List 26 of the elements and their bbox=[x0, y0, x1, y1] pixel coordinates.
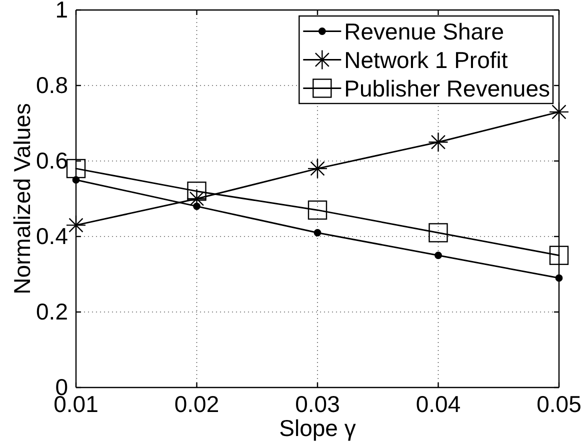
x-tick-label: 0.02 bbox=[174, 390, 220, 417]
x-tick-label: 0.03 bbox=[295, 390, 340, 417]
y-tick-label: 1 bbox=[55, 0, 68, 22]
x-axis-title: Slope γ bbox=[279, 415, 356, 441]
x-tick-label: 0.05 bbox=[536, 390, 582, 417]
y-tick-label: 0.4 bbox=[36, 222, 68, 249]
x-tick-label: 0.04 bbox=[416, 390, 461, 417]
point bbox=[66, 158, 86, 178]
point bbox=[66, 215, 86, 236]
legend-label: Publisher Revenues bbox=[344, 75, 550, 102]
legend-label: Revenue Share bbox=[344, 18, 504, 44]
point bbox=[307, 158, 328, 179]
point bbox=[434, 252, 442, 260]
point bbox=[314, 229, 322, 236]
y-tick-label: 0.2 bbox=[36, 298, 68, 324]
y-tick-label: 0.8 bbox=[36, 72, 68, 98]
point bbox=[548, 102, 570, 122]
point bbox=[428, 132, 448, 152]
point bbox=[549, 246, 569, 265]
y-axis-title: Normalized Values bbox=[9, 103, 35, 294]
point bbox=[187, 182, 206, 201]
point bbox=[555, 274, 563, 282]
y-tick-label: 0.6 bbox=[36, 147, 68, 174]
legend-label: Network 1 Profit bbox=[344, 46, 508, 73]
point bbox=[308, 200, 328, 220]
point bbox=[428, 223, 448, 242]
